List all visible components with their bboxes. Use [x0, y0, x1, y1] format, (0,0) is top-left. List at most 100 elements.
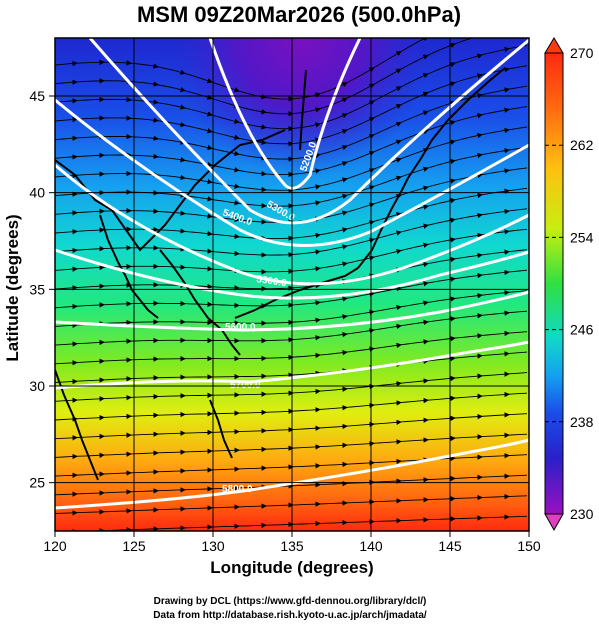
wind-arrow [261, 109, 267, 115]
wind-arrow [423, 261, 429, 268]
wind-arrow [449, 158, 456, 165]
wind-arrow [504, 67, 510, 73]
wind-arrow [396, 342, 402, 349]
wind-arrow [504, 249, 510, 255]
wind-arrow [342, 244, 348, 250]
wind-arrow [478, 15, 482, 16]
y-tick-label: 45 [29, 88, 45, 104]
contour-line [54, 438, 530, 510]
wind-arrow [153, 81, 159, 87]
credit-data: Data from http://database.rish.kyoto-u.a… [153, 610, 427, 621]
wind-arrow [477, 292, 483, 299]
gridlines [55, 38, 529, 531]
wind-arrow [504, 229, 510, 235]
wind-arrow [504, 147, 510, 154]
wind-arrow [395, 175, 402, 181]
wind-arrow [422, 185, 429, 191]
wind-arrow [449, 62, 456, 68]
wind-arrow [341, 193, 348, 200]
wind-arrow [504, 168, 510, 174]
contour-label: 5600.0 [225, 322, 256, 333]
wind-arrow [395, 121, 402, 127]
wind-arrow [206, 128, 213, 134]
wind-arrow [477, 152, 483, 159]
wind-arrow [504, 87, 510, 93]
wind-arrow [450, 178, 456, 184]
wind-arrow [233, 87, 240, 93]
wind-arrow [234, 167, 240, 173]
contour-line [54, 290, 530, 332]
wind-arrow [341, 97, 348, 103]
wind-arrow [423, 319, 429, 326]
wind-arrow [423, 281, 429, 287]
colorbar-tick-label: 254 [570, 229, 594, 245]
wind-arrow [315, 200, 321, 206]
wind-arrow [314, 122, 321, 128]
wind-arrow [423, 242, 429, 248]
wind-arrow [180, 174, 186, 181]
contour-line [54, 248, 530, 300]
colorbar-top-arrow [544, 37, 564, 54]
wind-arrow [422, 166, 429, 172]
wind-arrow [422, 91, 429, 97]
wind-arrow [315, 317, 321, 323]
wind-arrow [450, 237, 456, 243]
wind-arrow [396, 323, 402, 330]
wind-arrow [504, 188, 510, 194]
x-tick-label: 130 [201, 538, 225, 554]
credit-drawing: Drawing by DCL (https://www.gfd-dennou.o… [154, 596, 427, 607]
x-tick-label: 135 [280, 538, 304, 554]
height-contours [54, 37, 530, 510]
x-axis-ticks: 120 125 130 135 140 145 150 [43, 531, 541, 554]
x-tick-label: 120 [43, 538, 67, 554]
colorbar-tick-label: 230 [570, 506, 594, 522]
y-axis-label: Latitude (degrees) [3, 214, 22, 361]
wind-arrow [476, 53, 483, 59]
wind-arrow [477, 232, 483, 239]
colorbar-tick-label: 246 [570, 322, 594, 338]
wind-arrow [315, 249, 321, 255]
wind-arrow [423, 300, 429, 306]
wind-arrow [450, 198, 456, 204]
wind-arrow [504, 107, 510, 113]
wind-arrow [342, 331, 348, 338]
x-tick-label: 145 [438, 538, 462, 554]
y-tick-label: 30 [29, 378, 45, 394]
colorbar-tick-label: 270 [570, 45, 594, 61]
wind-arrow [422, 73, 429, 79]
wind-arrow [395, 51, 402, 57]
contour-label: 5800.0 [222, 484, 253, 495]
colorbar-bottom-arrow [544, 513, 564, 532]
wind-arrow [315, 152, 321, 159]
wind-arrow [207, 213, 213, 219]
wind-arrow [342, 349, 348, 356]
wind-arrow [341, 210, 348, 216]
contour-label: 5500.0 [256, 274, 288, 289]
wind-arrow [449, 42, 456, 48]
wind-arrow [206, 78, 213, 84]
x-tick-label: 140 [359, 538, 383, 554]
contour-line [88, 37, 530, 225]
wind-arrow [504, 46, 510, 53]
wind-arrow [477, 172, 483, 179]
colorbar-ticks: 270 262 254 246 238 230 [545, 45, 594, 522]
wind-arrow [395, 139, 402, 145]
contour-line [54, 340, 530, 390]
wind-arrow [234, 183, 240, 189]
wind-arrow [180, 121, 186, 128]
wind-arrow [233, 118, 240, 124]
wind-arrow [476, 38, 483, 39]
wind-arrow [396, 286, 402, 292]
wind-arrow [505, 28, 509, 29]
wind-arrow [342, 261, 348, 267]
wind-arrow [207, 161, 213, 168]
wind-arrow [342, 314, 348, 320]
wind-arrow [342, 296, 348, 302]
wind-arrow [422, 204, 429, 210]
wind-arrow [450, 316, 456, 322]
wind-arrow [341, 113, 348, 119]
plot-title: MSM 09Z20Mar2026 (500.0hPa) [137, 2, 461, 27]
wind-arrow [341, 161, 348, 167]
wind-arrow [315, 300, 321, 306]
x-tick-label: 125 [122, 538, 146, 554]
